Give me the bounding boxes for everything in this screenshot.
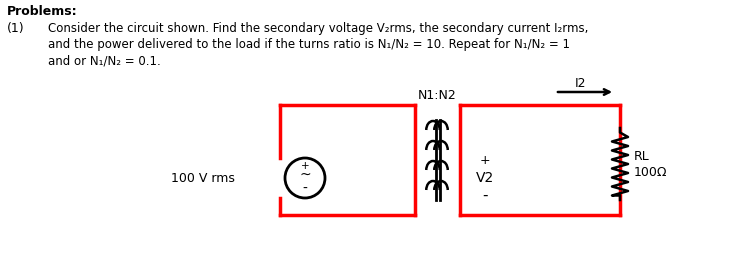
Text: Consider the circuit shown. Find the secondary voltage V₂rms, the secondary curr: Consider the circuit shown. Find the sec… bbox=[48, 22, 588, 35]
Text: 100 V rms: 100 V rms bbox=[171, 172, 235, 185]
Text: +: + bbox=[300, 161, 309, 171]
Text: RL: RL bbox=[634, 150, 650, 162]
Text: -: - bbox=[303, 182, 308, 196]
Text: and or N₁/N₂ = 0.1.: and or N₁/N₂ = 0.1. bbox=[48, 54, 161, 67]
Text: (1): (1) bbox=[7, 22, 25, 35]
Text: V2: V2 bbox=[476, 171, 494, 185]
Text: ~: ~ bbox=[299, 168, 311, 182]
Text: 100Ω: 100Ω bbox=[634, 166, 668, 179]
Text: -: - bbox=[483, 187, 488, 203]
Text: +: + bbox=[480, 153, 491, 166]
Text: and the power delivered to the load if the turns ratio is N₁/N₂ = 10. Repeat for: and the power delivered to the load if t… bbox=[48, 38, 570, 51]
Text: Problems:: Problems: bbox=[7, 5, 77, 18]
Text: I2: I2 bbox=[575, 77, 587, 90]
Text: N1:N2: N1:N2 bbox=[418, 89, 456, 102]
